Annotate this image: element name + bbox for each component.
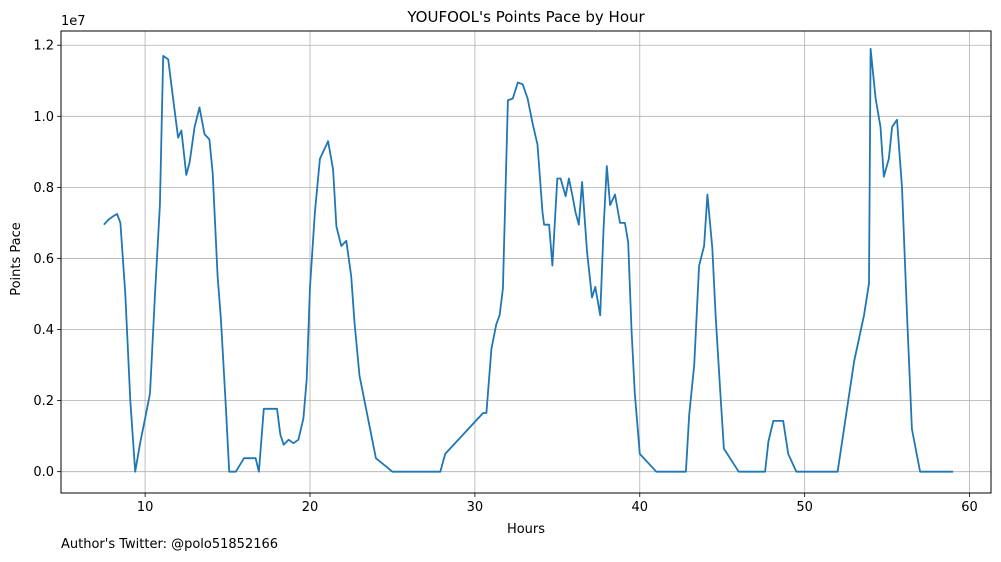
y-tick-label: 0.6 — [33, 252, 54, 267]
y-tick-label: 1.2 — [33, 39, 54, 54]
series-line-points-pace — [103, 47, 954, 473]
x-tick-label: 20 — [302, 500, 319, 515]
y-tick-label: 0.2 — [33, 394, 54, 409]
x-axis-label: Hours — [507, 522, 545, 537]
plot-frame — [60, 30, 992, 494]
author-credit: Author's Twitter: @polo51852166 — [61, 537, 279, 552]
x-tick-label: 60 — [961, 500, 978, 515]
grid-lines — [61, 31, 991, 493]
x-tick-label: 10 — [137, 500, 154, 515]
x-axis-ticks: 10 20 30 40 50 60 — [137, 493, 978, 515]
y-axis-label: Points Pace — [9, 222, 24, 296]
y-axis-ticks: 0.0 0.2 0.4 0.6 0.8 1.0 1.2 — [33, 39, 61, 480]
y-tick-label: 0.4 — [33, 323, 54, 338]
x-tick-label: 50 — [796, 500, 813, 515]
y-axis-offset-label: 1e7 — [61, 14, 86, 29]
y-tick-label: 0.0 — [33, 465, 54, 480]
y-tick-label: 1.0 — [33, 110, 54, 125]
y-tick-label: 0.8 — [33, 181, 54, 196]
x-tick-label: 40 — [632, 500, 649, 515]
chart-title: YOUFOOL's Points Pace by Hour — [406, 8, 645, 26]
x-tick-label: 30 — [467, 500, 484, 515]
